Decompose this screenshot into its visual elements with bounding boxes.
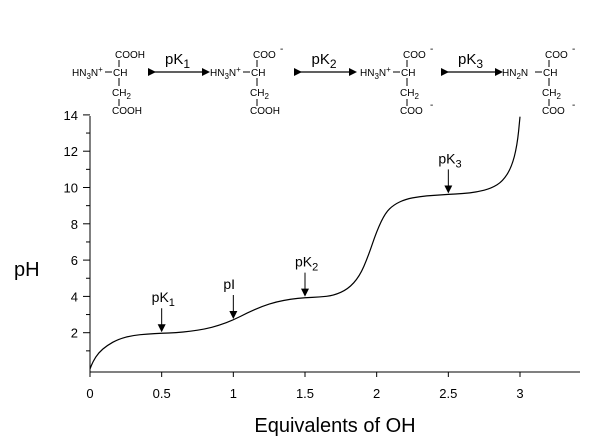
- species-top-group: COO: [253, 50, 276, 61]
- species-top-charge: -: [430, 44, 433, 55]
- annotation-label-main: pK: [438, 150, 456, 166]
- species-bottom-charge: -: [430, 100, 433, 111]
- x-axis-title: Equivalents of OH: [254, 415, 415, 437]
- y-axis-title: pH: [14, 259, 40, 281]
- species-ch: CH: [113, 68, 127, 79]
- species-top-charge: -: [572, 44, 575, 55]
- annotation-label-sub: 2: [312, 262, 318, 274]
- annotation-label-sub: 3: [455, 158, 461, 170]
- axes: [89, 116, 580, 373]
- species-ch: CH: [251, 68, 265, 79]
- series-line: [89, 116, 521, 370]
- species-bottom-charge: -: [572, 100, 575, 111]
- equilibrium-label: pK3: [458, 51, 483, 71]
- species-structure: COO- HN3N+ CH CH2 COOH: [210, 44, 283, 117]
- species-bottom-group: COO: [542, 106, 565, 117]
- species-amine: HN3N+: [360, 65, 391, 81]
- y-ticks: 2 4 6 8 10 12 14: [64, 108, 90, 352]
- equilibria-row: pK1 pK2 pK3: [148, 51, 503, 76]
- y-tick-label: 12: [64, 144, 78, 159]
- species-bottom-group: COO: [400, 106, 423, 117]
- x-tick-label: 2.5: [439, 386, 457, 401]
- x-tick-label: 0: [86, 386, 93, 401]
- species-amine: HN3N+: [72, 65, 103, 81]
- species-ch2: CH2: [400, 88, 419, 101]
- x-tick-label: 1.5: [296, 386, 314, 401]
- species-structure: COOH HN3N+ CH CH2 COOH: [72, 50, 145, 117]
- y-tick-label: 6: [71, 253, 78, 268]
- x-tick-label: 3: [516, 386, 523, 401]
- equilibrium-label: pK1: [165, 51, 190, 71]
- x-tick-label: 0.5: [153, 386, 171, 401]
- annotation-label-sub: 1: [169, 297, 175, 309]
- species-ch2: CH2: [250, 88, 269, 101]
- species-top-group: COOH: [115, 50, 145, 61]
- y-tick-label: 2: [71, 326, 78, 341]
- annotation-label: pK1: [152, 289, 175, 309]
- species-bottom-group: COOH: [112, 106, 142, 117]
- annotation-label: pK2: [295, 254, 318, 274]
- x-tick-label: 1: [230, 386, 237, 401]
- annotation-label-main: pI: [223, 276, 235, 292]
- species-amine: HN3N+: [210, 65, 241, 81]
- y-tick-label: 14: [64, 108, 78, 123]
- equilibrium-label: pK2: [312, 51, 337, 71]
- annotation-label-main: pK: [152, 289, 170, 305]
- y-tick-label: 4: [71, 289, 78, 304]
- species-amine: HN2N: [502, 68, 528, 81]
- annotation-label: pK3: [438, 150, 461, 170]
- species-ch2: CH2: [112, 88, 131, 101]
- species-top-group: COO: [545, 50, 568, 61]
- species-ch: CH: [401, 68, 415, 79]
- species-ch2: CH2: [542, 88, 561, 101]
- annotation-label: pI: [223, 276, 235, 292]
- x-ticks: 0 0.5 1 1.5 2 2.5 3: [86, 372, 524, 401]
- x-tick-label: 2: [373, 386, 380, 401]
- y-tick-label: 8: [71, 217, 78, 232]
- annotation-label-main: pK: [295, 254, 313, 270]
- y-tick-label: 10: [64, 181, 78, 196]
- species-ch: CH: [543, 68, 557, 79]
- species-top-charge: -: [280, 44, 283, 55]
- species-bottom-group: COOH: [250, 106, 280, 117]
- species-top-group: COO: [403, 50, 426, 61]
